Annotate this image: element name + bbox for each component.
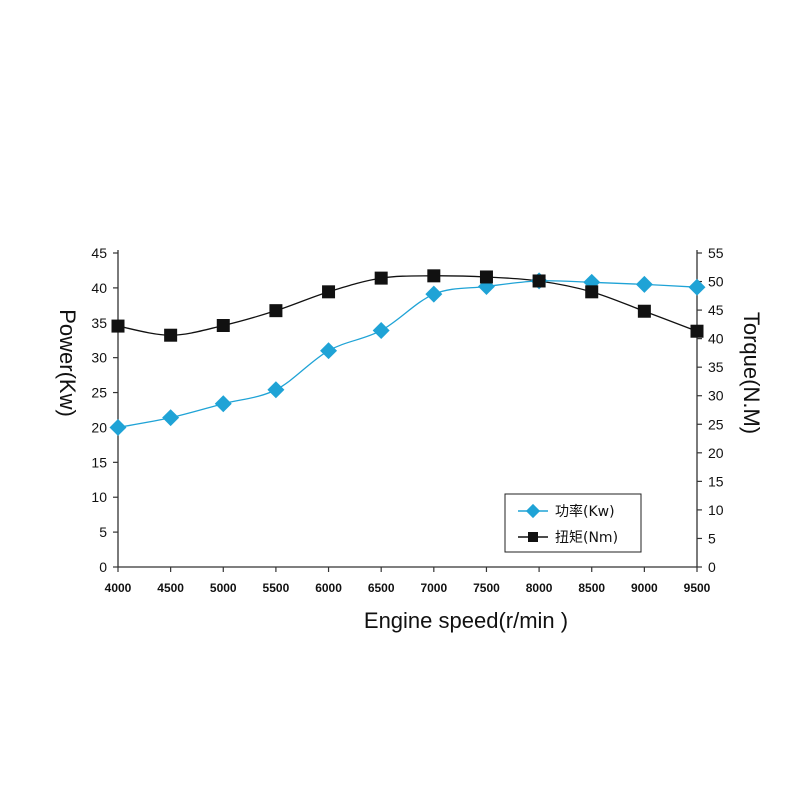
legend-box	[504, 493, 642, 553]
y2-tick-label: 55	[708, 245, 724, 261]
data-point-power	[320, 342, 338, 360]
y2-tick-label: 10	[708, 502, 724, 518]
data-point-power	[372, 321, 390, 339]
data-point-power	[214, 395, 232, 413]
x-tick-label: 9000	[631, 581, 658, 595]
y2-tick-label: 0	[708, 559, 716, 575]
axes	[117, 250, 698, 568]
data-point-torque	[585, 285, 599, 299]
legend: 功率(Kw) 扭矩(Nm)	[504, 493, 642, 553]
y2-tick-label: 30	[708, 388, 724, 404]
x-tick-label: 4000	[105, 581, 132, 595]
x-tick-label: 6500	[368, 581, 395, 595]
legend-label-power: 功率(Kw)	[555, 503, 615, 520]
y-tick-label: 0	[99, 559, 107, 575]
x-tick-label: 4500	[157, 581, 184, 595]
data-point-power	[635, 275, 653, 293]
x-tick-label: 9500	[684, 581, 711, 595]
y-tick-label: 20	[91, 419, 107, 435]
y2-tick-label: 20	[708, 445, 724, 461]
markers	[109, 269, 706, 436]
data-point-power	[162, 409, 180, 427]
series-lines	[117, 275, 698, 429]
data-point-torque	[374, 271, 388, 285]
data-point-torque	[322, 285, 336, 299]
series-line-power	[117, 280, 698, 429]
legend-marker-torque	[528, 532, 538, 542]
data-point-torque	[216, 319, 230, 333]
y-tick-label: 15	[91, 454, 107, 470]
data-point-power	[688, 278, 706, 296]
y-tick-label: 5	[99, 524, 107, 540]
x-axis-title: Engine speed(r/min )	[364, 608, 568, 633]
series-line-torque	[117, 275, 698, 336]
x-tick-label: 8000	[526, 581, 553, 595]
data-point-torque	[164, 328, 178, 342]
legend-label-torque: 扭矩(Nm)	[555, 530, 618, 546]
y2-tick-label: 25	[708, 416, 724, 432]
x-tick-label: 5500	[263, 581, 290, 595]
x-tick-label: 8500	[578, 581, 605, 595]
data-point-torque	[690, 324, 704, 338]
y-tick-label: 10	[91, 489, 107, 505]
y-tick-label: 40	[91, 280, 107, 296]
x-tick-label: 7000	[420, 581, 447, 595]
y2-tick-label: 35	[708, 359, 724, 375]
y-tick-label: 35	[91, 315, 107, 331]
y2-tick-label: 50	[708, 274, 724, 290]
data-point-power	[267, 381, 285, 399]
ticks: 0 5 10 15 20 25 30 35 40 45 0 5 10 15 20 25 30 35 40 45 50 55…	[91, 245, 723, 595]
y2-tick-label: 40	[708, 331, 724, 347]
data-point-power	[109, 418, 127, 436]
data-point-torque	[637, 304, 651, 318]
x-tick-label: 7500	[473, 581, 500, 595]
y2-axis-title: Torque(N.M)	[739, 312, 764, 434]
data-point-torque	[269, 304, 283, 318]
y-tick-label: 45	[91, 245, 107, 261]
x-tick-label: 6000	[315, 581, 342, 595]
data-point-torque	[111, 319, 125, 333]
data-point-torque	[479, 270, 493, 284]
y2-tick-label: 45	[708, 302, 724, 318]
y-tick-label: 30	[91, 350, 107, 366]
x-tick-label: 5000	[210, 581, 237, 595]
legend-marker-power	[525, 503, 541, 519]
y2-tick-label: 15	[708, 473, 724, 489]
y-axis-title: Power(Kw)	[55, 309, 80, 417]
data-point-torque	[532, 274, 546, 288]
data-point-power	[425, 285, 443, 303]
y2-tick-label: 5	[708, 530, 716, 546]
y-tick-label: 25	[91, 385, 107, 401]
data-point-torque	[427, 269, 441, 283]
